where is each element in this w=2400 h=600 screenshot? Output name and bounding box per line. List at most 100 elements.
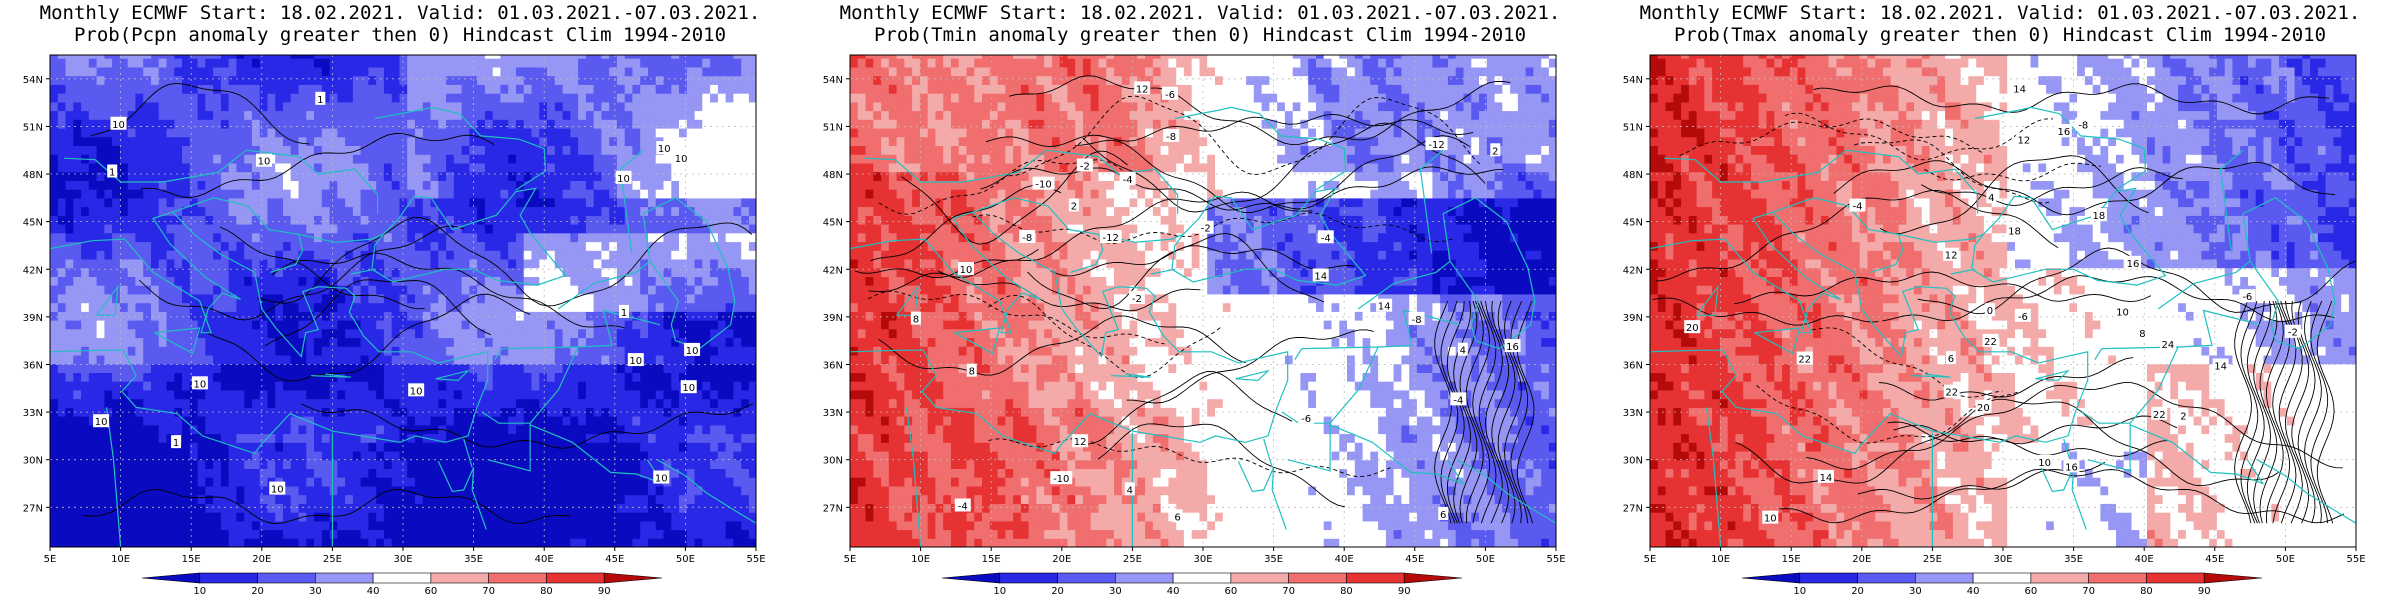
contour-label-box	[1298, 410, 1315, 424]
contour-label-box	[191, 376, 208, 390]
contour-label-box	[1975, 399, 1992, 413]
contour-label: 10	[95, 417, 108, 428]
lat-tick-label: 51N	[823, 122, 843, 133]
contour-label-box	[2006, 223, 2023, 237]
contour-label-box	[1425, 137, 1448, 151]
colorbar-label: 80	[1340, 586, 1353, 597]
lat-tick-label: 30N	[1623, 456, 1643, 467]
contour-label-box	[2284, 324, 2301, 338]
contour-label: -2	[2288, 328, 2298, 339]
colorbar-label: 70	[1282, 586, 1295, 597]
contour-label-box	[1134, 81, 1151, 95]
contour-label-box	[1943, 384, 1960, 398]
colorbar-label: 80	[2140, 586, 2153, 597]
contour-label-box	[1172, 509, 1183, 523]
contour-label-box	[1376, 298, 1393, 312]
lat-tick-label: 48N	[823, 170, 843, 181]
map-title-line2: Prob(Pcpn anomaly greater then 0) Hindca…	[73, 24, 727, 46]
contour-label-box	[1197, 220, 1214, 234]
lat-tick-label: 48N	[23, 170, 43, 181]
contour-label-box	[315, 91, 326, 105]
lat-tick-label: 42N	[823, 265, 843, 276]
anomaly-contours	[1652, 83, 2356, 524]
lon-tick-label: 20E	[1052, 554, 1071, 565]
lon-tick-label: 15E	[182, 554, 201, 565]
contour-label: 6	[1174, 512, 1180, 523]
lat-tick-label: 51N	[1623, 122, 1643, 133]
contour-label: 22	[2153, 410, 2166, 421]
contour-label-box	[1163, 128, 1180, 142]
contour-label: -4	[1853, 202, 1863, 213]
contour-label-box	[2055, 123, 2072, 137]
contour-label: 8	[2139, 329, 2145, 340]
contour-label: -8	[1412, 315, 1422, 326]
contour-label-box	[110, 116, 127, 130]
contour-label: 18	[2008, 226, 2021, 237]
contour-label: -8	[1166, 132, 1176, 143]
lat-tick-label: 42N	[23, 265, 43, 276]
contour-label: 20	[1686, 323, 1699, 334]
contour-label: 12	[1136, 84, 1149, 95]
lon-tick-label: 35E	[464, 554, 483, 565]
colorbar: 10 20 30 40 60 70 80 90	[141, 572, 663, 597]
contour-label-box	[957, 262, 974, 276]
anomaly-contours	[83, 82, 754, 524]
contour-label-box	[1943, 247, 1960, 261]
map-panel-tmin: Monthly ECMWF Start: 18.02.2021. Valid: …	[800, 0, 1600, 600]
contour-label-box	[653, 470, 670, 484]
contour-label: -6	[2242, 292, 2252, 303]
contour-label-box	[615, 170, 632, 184]
contour-label-box	[680, 380, 697, 394]
lat-tick-label: 36N	[823, 360, 843, 371]
contour-label: -4	[958, 502, 968, 513]
contour-label: 22	[1798, 355, 1811, 366]
lat-tick-label: 36N	[23, 360, 43, 371]
colorbar-label: 40	[1167, 586, 1180, 597]
contour-label: 14	[1378, 302, 1391, 313]
contour-label: -2	[1132, 294, 1142, 305]
contour-label-box	[2015, 132, 2032, 146]
lat-tick-label: 45N	[823, 218, 843, 229]
colorbar-label: 60	[2025, 586, 2038, 597]
contour-label: -4	[1453, 395, 1463, 406]
lon-tick-label: 45E	[2205, 554, 2224, 565]
contour-label-box	[1019, 229, 1036, 243]
contour-label-box	[2178, 408, 2189, 422]
contour-label-box	[1099, 229, 1122, 243]
lon-tick-label: 50E	[2276, 554, 2295, 565]
lon-tick-label: 15E	[1782, 554, 1801, 565]
contour-label-box	[684, 342, 701, 356]
map-panel-precipitation: Monthly ECMWF Start: 18.02.2021. Valid: …	[0, 0, 800, 600]
contour-label: 8	[969, 367, 975, 378]
contour-label: 14	[2013, 85, 2026, 96]
contour-label: 2	[1492, 146, 1498, 157]
lat-tick-label: 54N	[23, 75, 43, 86]
contour-labels: 10 10 10 10 10 10 10 10 10 10 10 10 1 1 1 1 10	[93, 91, 701, 496]
contour-label-box	[1817, 469, 1834, 483]
lat-tick-label: 27N	[823, 503, 843, 514]
contour-label-box	[171, 435, 182, 449]
contour-labels: -12 -10 -8 -2 -2 -4 -2 -4 -6 -8 -10 -12 -4 -6 -8 -4 2 4 6 8…	[910, 81, 1521, 523]
colorbar-label: 40	[1967, 586, 1980, 597]
contour-label: -2	[1080, 162, 1090, 173]
lon-tick-label: 55E	[746, 554, 765, 565]
contour-label: 16	[2127, 259, 2140, 270]
lat-tick-label: 33N	[23, 408, 43, 419]
lon-tick-label: 25E	[1923, 554, 1942, 565]
lat-tick-label: 33N	[823, 408, 843, 419]
contour-label: 14	[1314, 271, 1327, 282]
contour-label-box	[2075, 117, 2092, 131]
lat-tick-label: 27N	[23, 503, 43, 514]
contour-label: -10	[1053, 474, 1069, 485]
contour-label: 6	[1948, 354, 1954, 365]
map-canvas: -12 -10 -8 -2 -2 -4 -2 -4 -6 -8 -10 -12 -4 -6 -8 -4 2 4 6 8…	[823, 54, 1566, 597]
map-title-line1: Monthly ECMWF Start: 18.02.2021. Valid: …	[39, 2, 761, 24]
lat-tick-label: 54N	[823, 75, 843, 86]
contour-label-box	[1490, 143, 1501, 157]
contour-label-box	[673, 151, 690, 165]
lon-tick-label: 10E	[1711, 554, 1730, 565]
contour-label-box	[1161, 86, 1178, 100]
lat-tick-label: 42N	[1623, 265, 1643, 276]
lon-tick-label: 40E	[1335, 554, 1354, 565]
colorbar-label: 40	[367, 586, 380, 597]
